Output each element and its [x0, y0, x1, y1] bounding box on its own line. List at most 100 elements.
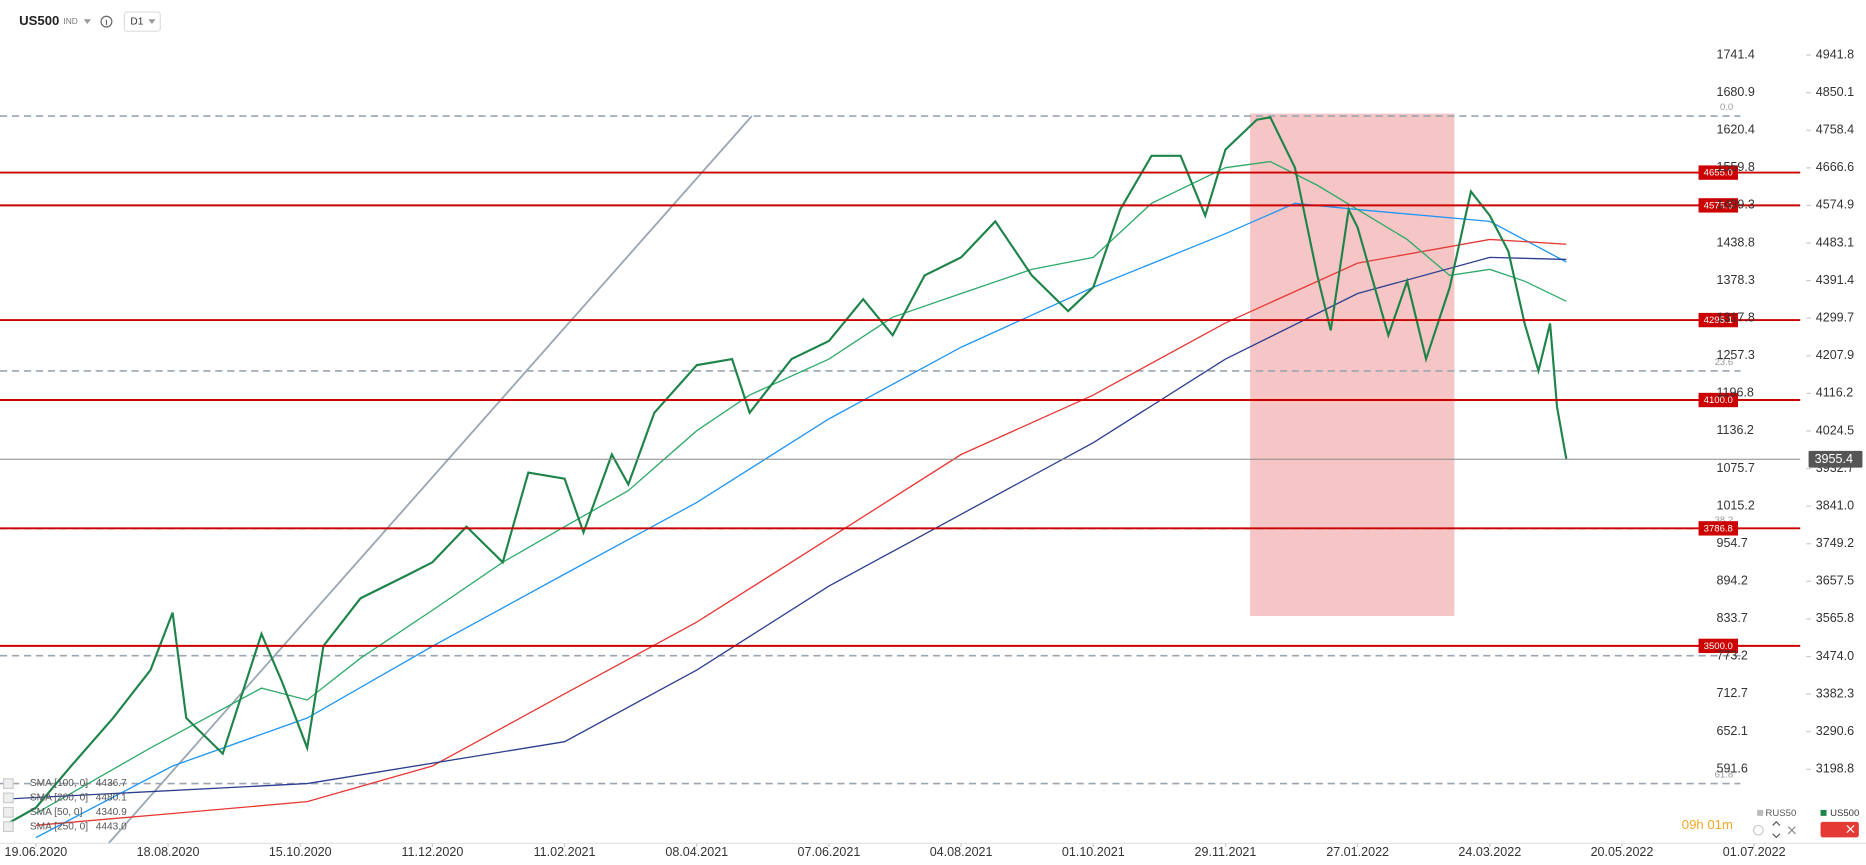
symbol[interactable]: US500: [19, 13, 59, 28]
x-tick-label: 24.03.2022: [1458, 845, 1521, 859]
level-label-box: [1698, 638, 1739, 654]
y-tick-label: 4116.2: [1816, 386, 1853, 400]
order-button[interactable]: [1772, 821, 1781, 839]
x-tick-label: 19.06.2020: [4, 845, 67, 859]
y-tick-label: 3382.3: [1816, 686, 1854, 700]
y-tick-label: 4391.4: [1816, 273, 1854, 287]
y-tick-label: 4666.6: [1816, 160, 1854, 174]
level-label: 4575.0: [1704, 201, 1733, 212]
countdown: 09h 01m: [1682, 817, 1733, 832]
fib-label: 61.8: [1715, 770, 1734, 781]
x-tick-label: 11.02.2021: [534, 845, 596, 859]
level-label: 3500.0: [1704, 641, 1733, 652]
y2-tick-label: 1438.8: [1716, 235, 1754, 249]
level-label-box: [1698, 521, 1739, 536]
dropdown-arrow[interactable]: [83, 19, 91, 25]
y2-tick-label: 954.7: [1716, 536, 1747, 550]
x-tick-label: 01.07.2022: [1723, 845, 1786, 859]
info-icon[interactable]: [100, 15, 113, 28]
level-label-box: [1698, 312, 1739, 328]
y2-tick-label: 1378.3: [1716, 273, 1754, 287]
legend-icon: [2, 821, 14, 833]
y2-tick-label: 712.7: [1716, 686, 1747, 700]
visibility-button[interactable]: [1752, 824, 1764, 836]
timeframe-box[interactable]: [123, 11, 161, 32]
plot-area: 0.0 23.6 38.2 61.8 4655.0 4575.0 4295.1 4100.0 3…: [0, 102, 1801, 844]
y-tick-label: 4850.1: [1816, 85, 1854, 99]
y2-tick-label: 1680.9: [1716, 85, 1754, 99]
level-label-box: [1698, 165, 1739, 180]
x-tick-label: 07.06.2021: [798, 845, 861, 859]
x-tick-label: 11.12.2020: [401, 845, 463, 859]
sma-line: [35, 160, 1567, 815]
y-tick-label: 4483.1: [1816, 235, 1854, 249]
level-label-box: [1698, 392, 1739, 408]
y2-tick-label: 591.6: [1716, 761, 1747, 775]
x-tick-label: 15.10.2020: [269, 845, 332, 859]
y2-tick-label: 1499.3: [1716, 198, 1754, 212]
timeframe[interactable]: D1: [130, 16, 143, 27]
y2-tick-label: 1620.4: [1716, 123, 1754, 137]
y-tick-label: 4024.5: [1816, 423, 1854, 437]
level-label: 4100.0: [1704, 395, 1733, 406]
legend-value: 4480.1: [96, 793, 127, 804]
compare-symbol[interactable]: RUS50: [1766, 808, 1797, 819]
level-label-box: [1698, 198, 1739, 213]
y2-tick-label: 833.7: [1716, 611, 1747, 625]
level-label: 4655.0: [1704, 168, 1733, 179]
sma-line: [4, 256, 1567, 800]
symbol-icon: [1820, 809, 1827, 816]
legend-value: 4340.9: [96, 807, 127, 818]
y2-tick-label: 1136.2: [1716, 423, 1753, 437]
compare-icon: [1757, 809, 1764, 816]
last-price-label: 3955.4: [1815, 452, 1853, 466]
y2-tick-label: 1317.8: [1716, 310, 1754, 324]
y2-tick-label: 652.1: [1716, 724, 1747, 738]
y-tick-label: 3565.8: [1816, 611, 1854, 625]
y2-tick-label: 1015.2: [1716, 498, 1754, 512]
fib-label: 38.2: [1715, 515, 1734, 526]
y-tick-label: 3657.5: [1816, 574, 1854, 588]
close-button[interactable]: [1787, 826, 1796, 835]
highlight-zone: [1250, 113, 1455, 616]
legend-value: 4443.0: [96, 821, 127, 832]
y-tick-label: 3749.2: [1816, 536, 1854, 550]
price-line: [4, 116, 1568, 827]
legend-icon: [2, 806, 14, 818]
legend-name: SMA [200, 0]: [30, 793, 88, 804]
fib-label: 0.0: [1720, 102, 1733, 113]
level-label: 4295.1: [1704, 315, 1733, 326]
x-tick-label: 01.10.2021: [1062, 845, 1125, 859]
x-tick-label: 27.01.2022: [1326, 845, 1389, 859]
sma-line: [35, 202, 1567, 839]
y2-tick-label: 1559.8: [1716, 160, 1754, 174]
remove-button[interactable]: [1820, 821, 1859, 838]
x-tick-label: 18.08.2020: [137, 845, 200, 859]
y2-tick-label: 1741.4: [1716, 47, 1754, 61]
y2-tick-label: 894.2: [1716, 574, 1747, 588]
legend-name: SMA [50, 0]: [30, 807, 83, 818]
last-price-box: [1808, 450, 1863, 468]
y2-tick-label: 1196.8: [1716, 386, 1753, 400]
y-tick-label: 4207.9: [1816, 348, 1854, 362]
symbol-legend[interactable]: US500: [1830, 808, 1859, 819]
legend-value: 4436.7: [96, 778, 127, 789]
y-tick-label: 3198.8: [1816, 762, 1854, 776]
y2-tick-label: 1075.7: [1716, 461, 1754, 475]
legend-name: SMA [100, 0]: [30, 778, 88, 789]
legend-name: SMA [250, 0]: [30, 821, 88, 832]
y2-tick-label: 773.2: [1716, 649, 1747, 663]
y-tick-label: 4941.8: [1816, 47, 1854, 61]
sma-line: [35, 238, 1567, 826]
y-tick-label: 4758.4: [1816, 123, 1854, 137]
legend-icon: [2, 778, 14, 789]
trendline: [107, 115, 753, 844]
instrument-type: IND: [63, 16, 77, 26]
y-tick-label: 4574.9: [1816, 198, 1854, 212]
x-tick-label: 20.05.2022: [1591, 845, 1654, 859]
y-tick-label: 4299.7: [1816, 311, 1854, 325]
y2-tick-label: 1257.3: [1716, 348, 1754, 362]
legend-icon: [2, 792, 14, 804]
